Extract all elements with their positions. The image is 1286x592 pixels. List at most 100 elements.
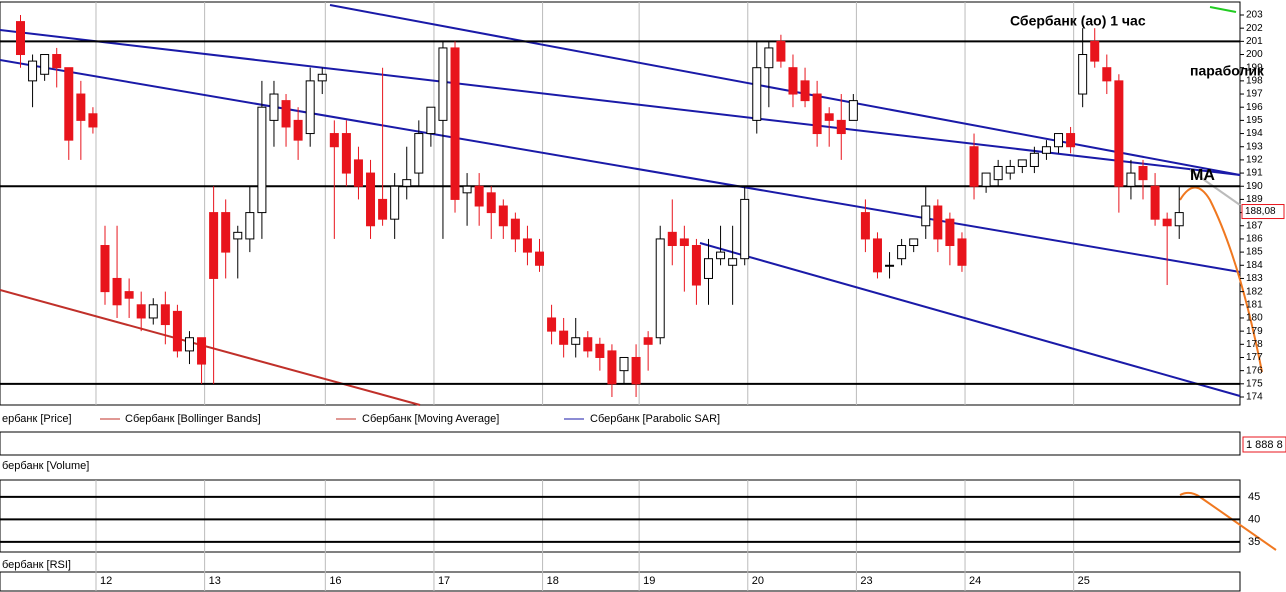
rsi-tick-label: 45	[1248, 491, 1260, 503]
y-tick-label: 180	[1246, 313, 1263, 324]
candle-body	[559, 330, 569, 345]
y-tick-label: 181	[1246, 299, 1263, 310]
candle-body	[341, 133, 351, 174]
candle-body	[52, 54, 62, 69]
candle-body	[1090, 40, 1100, 62]
candle-body	[305, 80, 315, 135]
candle-body	[788, 67, 798, 95]
candle-body	[1029, 152, 1039, 167]
candle-body	[450, 47, 460, 200]
y-tick-label: 191	[1246, 168, 1263, 179]
forecast-arrow	[1179, 186, 1263, 373]
y-tick-label: 193	[1246, 141, 1263, 152]
candle-body	[378, 198, 388, 220]
candle-body	[764, 47, 774, 69]
candle-body	[776, 40, 786, 62]
candle-body	[426, 106, 436, 135]
candle-body	[535, 251, 545, 266]
rsi-panel	[0, 479, 1241, 553]
candle-body	[197, 337, 207, 365]
candle-body	[957, 238, 967, 266]
volume-last: 1 888 8	[1246, 439, 1283, 451]
candle-body	[728, 258, 738, 266]
candle-body	[353, 159, 363, 187]
candle-body	[112, 277, 122, 306]
channel-line	[329, 4, 1241, 176]
candle-body	[909, 238, 919, 247]
candle-body	[945, 218, 955, 247]
channel-line	[699, 242, 1241, 397]
y-tick-label: 200	[1246, 49, 1263, 60]
candle-body	[691, 245, 701, 286]
candle-body	[1005, 165, 1015, 174]
ma-projection	[1189, 169, 1241, 206]
candle-body	[498, 205, 508, 227]
rsi-tick-label: 35	[1248, 536, 1260, 548]
candle-body	[160, 304, 170, 326]
y-tick-label: 198	[1246, 76, 1263, 87]
candle-body	[716, 251, 726, 260]
y-tick-label: 175	[1246, 378, 1263, 389]
candle-body	[1150, 185, 1160, 220]
candle-body	[76, 93, 86, 121]
candle-body	[148, 304, 158, 319]
candle-body	[667, 231, 677, 247]
date-axis	[0, 571, 1241, 592]
candle-body	[933, 205, 943, 240]
volume-label-box	[1242, 436, 1286, 453]
candle-body	[836, 119, 846, 135]
candle-body	[462, 185, 472, 194]
y-tick-label: 176	[1246, 365, 1263, 376]
candle-body	[703, 258, 713, 279]
candle-body	[872, 238, 882, 273]
candle-body	[474, 185, 484, 207]
y-tick-label: 201	[1246, 36, 1263, 47]
candle-body	[522, 238, 532, 253]
candle-body	[269, 93, 279, 121]
y-tick-label: 190	[1246, 181, 1263, 192]
candle-body	[752, 67, 762, 121]
y-tick-label: 187	[1246, 220, 1263, 231]
trend-line	[0, 289, 421, 406]
legend-item: Сбербанк [Bollinger Bands]	[125, 413, 261, 425]
annotation: параболик	[1190, 63, 1265, 79]
candle-body	[414, 133, 424, 174]
candle-body	[184, 337, 194, 352]
candle-body	[619, 356, 629, 372]
candle-body	[281, 100, 291, 128]
candle-body	[136, 304, 146, 319]
y-tick-label: 203	[1246, 10, 1263, 21]
candle-body	[897, 245, 907, 260]
candle-body	[329, 133, 339, 148]
last-price-box	[1241, 204, 1285, 220]
last-price-label: 188,08	[1245, 206, 1276, 217]
candle-body	[1017, 159, 1027, 167]
y-tick-label: 174	[1246, 392, 1263, 403]
candle-body	[740, 198, 750, 260]
candle-body	[679, 238, 689, 247]
candle-body	[209, 212, 219, 279]
channel-line	[0, 59, 1241, 273]
x-tick-label: 24	[969, 575, 981, 587]
y-tick-label: 192	[1246, 155, 1263, 166]
candle-body	[848, 100, 858, 121]
rsi-tick-label: 40	[1248, 513, 1260, 525]
candle-body	[100, 245, 110, 293]
candle-body	[221, 212, 231, 253]
annotation: MA	[1190, 167, 1215, 184]
candle-body	[438, 47, 448, 121]
candle-body	[486, 192, 496, 214]
y-tick-label: 186	[1246, 234, 1263, 245]
candle-body	[257, 106, 267, 214]
x-tick-label: 18	[547, 575, 559, 587]
candle-body	[547, 317, 557, 332]
panel-label: бербанк [Volume]	[2, 460, 89, 472]
price-panel	[0, 1, 1241, 406]
panel-label: бербанк [RSI]	[2, 559, 71, 571]
candle-body	[1126, 172, 1136, 187]
candle-body	[1102, 67, 1112, 82]
candle-body	[1174, 212, 1184, 227]
candle-body	[607, 350, 617, 385]
candle-body	[800, 80, 810, 102]
